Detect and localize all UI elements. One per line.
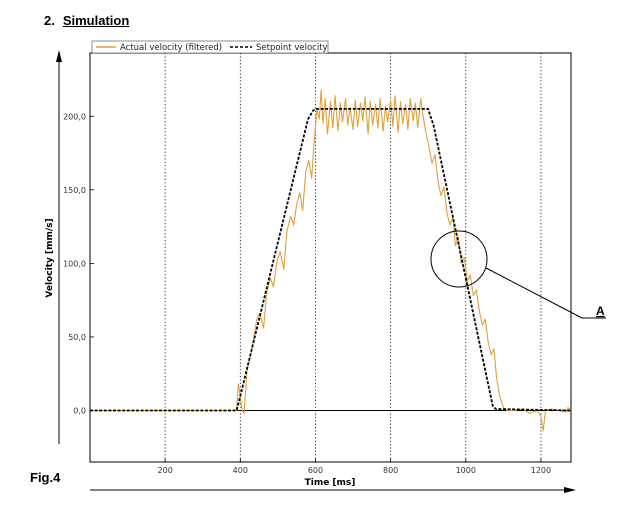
x-axis-arrow-head xyxy=(564,487,576,493)
x-tick-label: 600 xyxy=(308,466,323,475)
x-tick-label: 1200 xyxy=(531,466,551,475)
y-tick-label: 150,0 xyxy=(63,186,86,195)
y-tick-label: 0,0 xyxy=(73,407,86,416)
annotation-a: A xyxy=(430,230,606,319)
section-number: 2. xyxy=(44,13,55,28)
y-axis-arrow-head xyxy=(56,50,62,62)
legend: Actual velocity (filtered) Setpoint velo… xyxy=(91,40,329,54)
figure-label: Fig.4 xyxy=(30,470,61,485)
series-layer xyxy=(90,89,572,432)
x-tick-label: 800 xyxy=(383,466,398,475)
annotation-leader-line xyxy=(485,267,583,319)
section-title: Simulation xyxy=(62,13,130,28)
grid-layer xyxy=(90,53,542,462)
x-tick-labels: 200 400 600 800 1000 1200 xyxy=(158,466,552,475)
series-line-setpoint-velocity xyxy=(90,108,572,412)
y-tick-label: 100,0 xyxy=(63,259,86,268)
y-tick-labels: 0,0 50,0 100,0 150,0 200,0 xyxy=(63,112,86,415)
annotation-circle xyxy=(430,230,488,288)
x-tick-label: 400 xyxy=(233,466,248,475)
legend-label-setpoint: Setpoint velocity xyxy=(256,43,328,53)
legend-box xyxy=(91,40,329,54)
x-tick-label: 1000 xyxy=(456,466,476,475)
section-heading: 2. Simulation xyxy=(44,13,129,28)
plot-frame xyxy=(89,52,572,463)
x-tick-label: 200 xyxy=(158,466,173,475)
y-tick-label: 50,0 xyxy=(68,333,86,342)
y-tick-label: 200,0 xyxy=(63,112,86,121)
annotation-label-a: A xyxy=(596,304,605,318)
x-axis-title: Time [ms] xyxy=(305,478,356,488)
y-axis-title: Velocity [mm/s] xyxy=(45,218,55,297)
legend-label-actual: Actual velocity (filtered) xyxy=(120,43,222,53)
series-line-actual-velocity xyxy=(90,89,572,432)
